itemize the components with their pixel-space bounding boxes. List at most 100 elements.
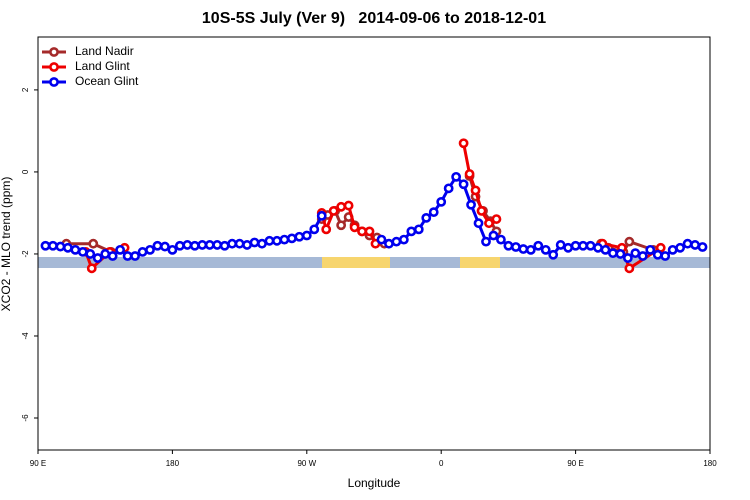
x-tick-label: 0: [439, 459, 444, 468]
data-point: [667, 244, 678, 255]
data-point: [92, 253, 103, 263]
legend-marker: [49, 62, 59, 72]
data-point: [376, 234, 387, 245]
data-point: [476, 205, 487, 216]
data-point: [518, 244, 529, 254]
data-point: [540, 244, 551, 255]
data-point: [309, 224, 320, 235]
data-point: [115, 244, 126, 255]
data-point: [321, 224, 332, 235]
data-point: [88, 238, 99, 249]
data-point: [100, 249, 111, 259]
data-point: [343, 200, 354, 211]
data-point: [451, 171, 462, 182]
data-point: [357, 226, 367, 237]
data-point: [473, 218, 484, 229]
data-point: [675, 242, 686, 253]
y-axis-label: XCO2 - MLO trend (ppm): [0, 177, 13, 312]
data-point: [481, 236, 491, 247]
data-point: [212, 240, 223, 250]
data-point: [458, 179, 469, 190]
legend-label: Land Glint: [75, 59, 130, 73]
data-point: [630, 248, 641, 259]
data-point: [316, 210, 327, 221]
data-point: [272, 235, 282, 246]
data-point: [608, 248, 618, 259]
data-point: [458, 138, 469, 149]
data-point: [336, 201, 347, 212]
x-tick-label: 90 E: [567, 459, 583, 468]
data-point: [174, 240, 185, 251]
data-point: [336, 220, 347, 231]
data-point: [86, 263, 97, 274]
data-point: [436, 196, 447, 207]
plot-marks: [40, 138, 708, 274]
y-tick-label: -6: [21, 414, 30, 422]
plot-frame: [37, 36, 711, 451]
data-point: [182, 240, 193, 250]
chart-title: 10S-5S July (Ver 9) 2014-09-06 to 2018-1…: [202, 10, 546, 27]
y-tick-label: 2: [21, 87, 30, 92]
legend-label: Ocean Glint: [75, 74, 139, 88]
data-point: [384, 238, 394, 249]
legend-label: Land Nadir: [75, 44, 134, 58]
data-point: [77, 247, 88, 257]
data-point: [328, 205, 339, 216]
data-point: [645, 244, 656, 255]
data-point: [637, 251, 648, 261]
land-band: [460, 257, 500, 268]
data-point: [413, 224, 424, 235]
data-point: [249, 237, 260, 248]
data-point: [624, 263, 635, 274]
data-point: [279, 234, 290, 245]
land-band: [322, 257, 390, 268]
data-point: [484, 218, 494, 229]
data-point: [615, 249, 626, 259]
data-point: [107, 251, 118, 261]
data-point: [470, 185, 481, 196]
data-point: [563, 242, 574, 253]
data-point: [652, 249, 663, 260]
data-point: [496, 234, 506, 245]
legend-marker: [49, 47, 59, 57]
data-point: [234, 238, 245, 249]
data-point: [130, 251, 140, 261]
data-point: [40, 240, 51, 251]
data-point: [466, 199, 476, 210]
data-point: [697, 242, 708, 252]
data-point: [593, 242, 603, 253]
data-point: [682, 238, 693, 249]
data-point: [548, 249, 559, 260]
x-tick-label: 180: [703, 459, 717, 468]
data-point: [570, 240, 581, 251]
data-point: [167, 244, 178, 255]
data-point: [533, 240, 544, 251]
data-point: [398, 234, 409, 245]
data-point: [660, 251, 671, 261]
data-point: [555, 240, 566, 250]
series-line: [66, 175, 654, 254]
data-point: [364, 226, 375, 237]
data-point: [122, 251, 133, 261]
data-point: [294, 231, 305, 242]
data-point: [349, 222, 360, 233]
data-point: [503, 240, 514, 251]
x-tick-label: 180: [166, 459, 180, 468]
data-point: [152, 240, 163, 251]
x-tick-label: 90 E: [30, 459, 46, 468]
data-point: [406, 226, 417, 237]
data-point: [488, 230, 499, 241]
data-point: [62, 242, 73, 253]
data-point: [600, 244, 611, 255]
legend-marker: [49, 77, 59, 87]
data-point: [160, 241, 170, 252]
data-point: [286, 233, 297, 244]
data-point: [85, 249, 96, 259]
data-point: [145, 244, 155, 255]
data-point: [428, 207, 439, 218]
y-tick-label: -4: [21, 332, 30, 340]
data-point: [137, 247, 148, 257]
y-tick-label: -2: [21, 250, 30, 258]
data-point: [264, 235, 275, 246]
